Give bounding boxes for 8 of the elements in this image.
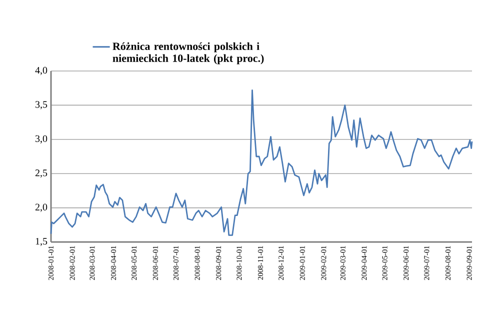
legend-label: Różnica rentowności polskich i niemieckich 10-latek (pkt proc.) xyxy=(112,42,264,64)
y-tick-label: 3,0 xyxy=(36,135,48,144)
line-series xyxy=(50,89,473,236)
y-tick-label: 2,0 xyxy=(35,204,48,212)
y-tick-label: 1,5 xyxy=(36,238,48,246)
y-tick-label: 3,5 xyxy=(36,101,48,110)
y-tick-label: 2,5 xyxy=(35,170,48,178)
y-tick-label: 4,0 xyxy=(35,66,48,76)
